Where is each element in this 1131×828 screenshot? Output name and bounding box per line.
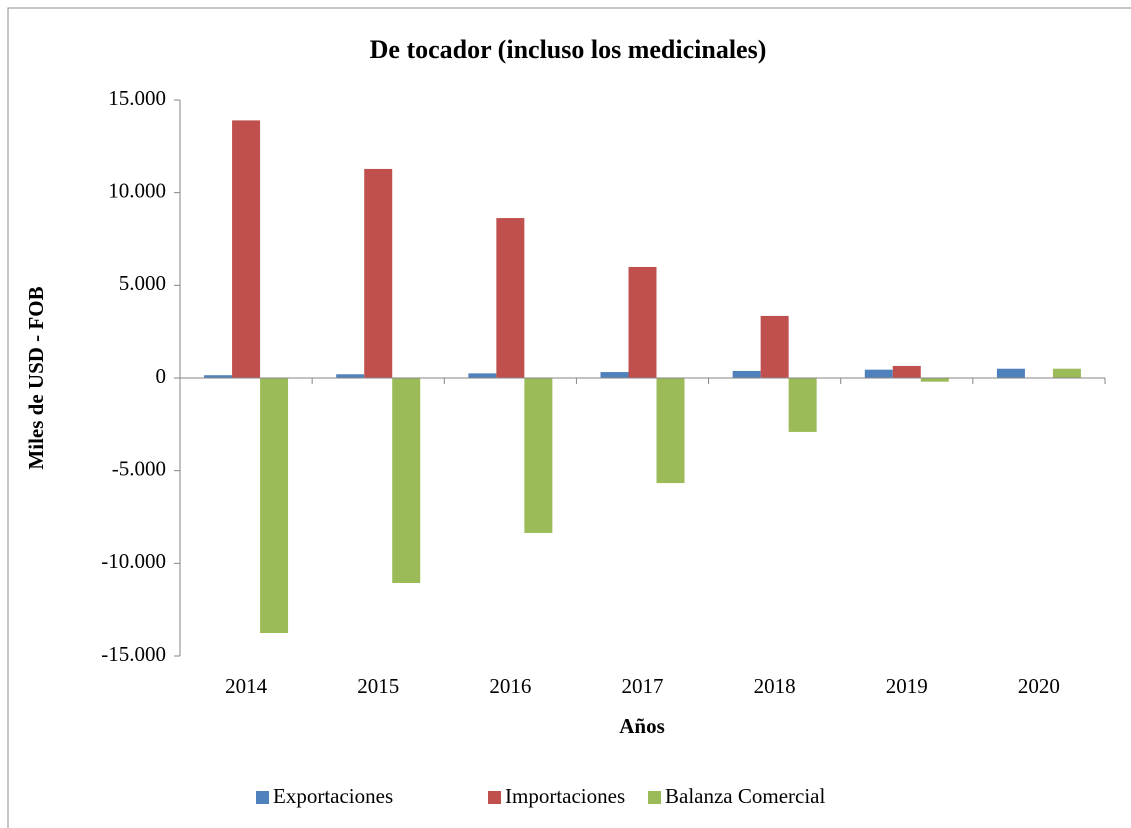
y-tick-label: -10.000 [101,549,166,573]
bar [260,378,289,634]
bar [364,168,393,378]
bar [336,374,365,378]
y-tick-label: 10.000 [108,178,166,202]
bar [920,378,949,382]
legend-label: Exportaciones [273,784,393,808]
y-tick-label: 0 [156,364,167,388]
bar [996,368,1025,378]
bar [788,378,817,432]
chart-border [7,7,1131,828]
x-tick-label: 2018 [754,674,796,698]
x-axis-label: Años [619,714,665,738]
y-tick-label: -5.000 [112,456,166,480]
x-tick-label: 2014 [225,674,268,698]
bar [232,120,261,379]
x-tick-label: 2017 [622,674,664,698]
bar [496,218,525,378]
x-tick-label: 2015 [357,674,399,698]
bar [524,378,553,533]
y-tick-label: -15.000 [101,642,166,666]
bar [392,378,421,583]
bar [204,375,233,378]
y-tick-label: 5.000 [119,271,166,295]
legend-swatch [256,791,269,804]
legend-swatch [648,791,661,804]
bar [864,369,893,378]
legend-label: Importaciones [505,784,625,808]
legend-label: Balanza Comercial [665,784,826,808]
chart-title: De tocador (incluso los medicinales) [370,35,767,64]
legend-swatch [488,791,501,804]
bar [760,315,789,378]
x-tick-label: 2019 [886,674,928,698]
bar [1052,368,1081,378]
bar [468,373,497,378]
x-tick-label: 2016 [489,674,531,698]
y-axis-label: Miles de USD - FOB [24,286,48,469]
bar [892,365,921,378]
bar [600,372,629,378]
y-tick-label: 15.000 [108,86,166,110]
bar [656,378,685,484]
bar [732,370,761,378]
bar [628,266,657,378]
x-tick-label: 2020 [1018,674,1060,698]
